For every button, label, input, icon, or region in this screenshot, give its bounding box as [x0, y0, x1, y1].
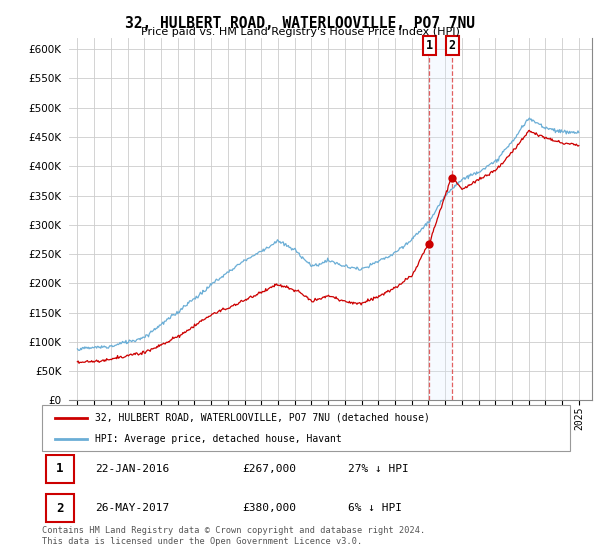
Text: 26-MAY-2017: 26-MAY-2017	[95, 503, 169, 513]
Text: £380,000: £380,000	[242, 503, 296, 513]
Text: 6% ↓ HPI: 6% ↓ HPI	[348, 503, 402, 513]
Text: 1: 1	[56, 463, 64, 475]
Text: £267,000: £267,000	[242, 464, 296, 474]
Text: 32, HULBERT ROAD, WATERLOOVILLE, PO7 7NU: 32, HULBERT ROAD, WATERLOOVILLE, PO7 7NU	[125, 16, 475, 31]
Bar	[430, 38, 452, 400]
Text: 1: 1	[426, 39, 433, 52]
Text: HPI: Average price, detached house, Havant: HPI: Average price, detached house, Hava…	[95, 435, 341, 444]
Text: 2: 2	[449, 39, 455, 52]
Text: 2: 2	[56, 502, 64, 515]
Text: Price paid vs. HM Land Registry's House Price Index (HPI): Price paid vs. HM Land Registry's House …	[140, 27, 460, 37]
Text: Contains HM Land Registry data © Crown copyright and database right 2024.
This d: Contains HM Land Registry data © Crown c…	[42, 526, 425, 546]
Text: 22-JAN-2016: 22-JAN-2016	[95, 464, 169, 474]
FancyBboxPatch shape	[46, 494, 74, 522]
Text: 27% ↓ HPI: 27% ↓ HPI	[348, 464, 409, 474]
FancyBboxPatch shape	[46, 455, 74, 483]
Text: 32, HULBERT ROAD, WATERLOOVILLE, PO7 7NU (detached house): 32, HULBERT ROAD, WATERLOOVILLE, PO7 7NU…	[95, 413, 430, 423]
